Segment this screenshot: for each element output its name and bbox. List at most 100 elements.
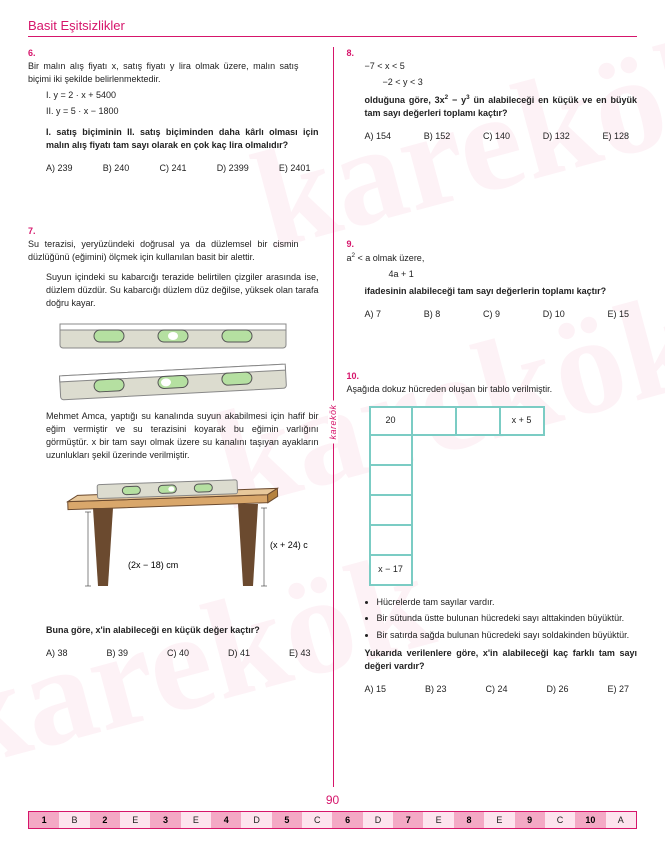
answer-num-1: 1 (29, 812, 59, 828)
answer-num-3: 3 (150, 812, 180, 828)
answer-num-7: 7 (393, 812, 423, 828)
answer-letter-1: B (59, 812, 89, 828)
q9-opt-c: C) 9 (483, 308, 500, 321)
answer-letter-6: D (363, 812, 393, 828)
q8-opt-d: D) 132 (543, 130, 570, 143)
q7-opt-d: D) 41 (228, 647, 250, 660)
answer-letter-9: C (545, 812, 575, 828)
q10-opt-b: B) 23 (425, 683, 447, 696)
answer-num-9: 9 (515, 812, 545, 828)
content-columns: karekök 6. Bir malın alış fiyatı x, satı… (28, 47, 637, 787)
q9-number: 9. (347, 238, 365, 251)
q10-b2: Bir sütunda üstte bulunan hücredeki sayı… (377, 612, 638, 625)
answer-num-10: 10 (575, 812, 605, 828)
q10-opt-d: D) 26 (546, 683, 568, 696)
q10-cell-tl: 20 (369, 406, 413, 436)
q10-bullets: Hücrelerde tam sayılar vardır. Bir sütun… (377, 596, 638, 642)
spirit-level-1 (58, 318, 288, 354)
q7-options: A) 38 B) 39 C) 40 D) 41 E) 43 (46, 647, 311, 660)
q9-opt-a: A) 7 (365, 308, 382, 321)
q7-label-left: (2x − 18) cm (128, 560, 178, 570)
answer-letter-3: E (181, 812, 211, 828)
q6-number: 6. (28, 47, 46, 60)
q8-options: A) 154 B) 152 C) 140 D) 132 E) 128 (365, 130, 630, 143)
q10-cell-c4 (369, 526, 413, 556)
q9-prompt: ifadesinin alabileceği tam sayı değerler… (365, 286, 607, 296)
q8-opt-c: C) 140 (483, 130, 510, 143)
answer-letter-5: C (302, 812, 332, 828)
q6-opt-e: E) 2401 (279, 162, 311, 175)
q7-opt-e: E) 43 (289, 647, 311, 660)
answer-letter-7: E (423, 812, 453, 828)
q9-opt-e: E) 15 (607, 308, 629, 321)
q6-opt-c: C) 241 (159, 162, 186, 175)
q10-cell-c3 (369, 496, 413, 526)
question-8: 8. −7 < x < 5 −2 < y < 3 olduğuna göre, … (347, 47, 638, 143)
channel-figure: (2x − 18) cm (x + 24) cm (38, 468, 308, 618)
q10-cell-c1 (369, 436, 413, 466)
q6-opt-d: D) 2399 (217, 162, 249, 175)
q10-cell-t3 (457, 406, 501, 436)
answer-letter-4: D (241, 812, 271, 828)
right-column: 8. −7 < x < 5 −2 < y < 3 olduğuna göre, … (333, 47, 638, 787)
answer-num-2: 2 (90, 812, 120, 828)
q8-number: 8. (347, 47, 365, 60)
answer-num-4: 4 (211, 812, 241, 828)
q6-prompt: I. satış biçiminin II. satış biçiminden … (46, 127, 319, 150)
answer-num-6: 6 (332, 812, 362, 828)
page-title: Basit Eşitsizlikler (28, 18, 637, 37)
q10-cell-t2 (413, 406, 457, 436)
q7-p2: Suyun içindeki su kabarcığı terazide bel… (46, 271, 319, 310)
q7-number: 7. (28, 225, 46, 238)
question-10: 10. Aşağıda dokuz hücreden oluşan bir ta… (347, 370, 638, 697)
q10-opt-e: E) 27 (607, 683, 629, 696)
left-column: 6. Bir malın alış fiyatı x, satış fiyatı… (28, 47, 333, 787)
q10-number: 10. (347, 370, 365, 383)
answer-num-5: 5 (272, 812, 302, 828)
question-6: 6. Bir malın alış fiyatı x, satış fiyatı… (28, 47, 319, 175)
q8-line2: −2 < y < 3 (365, 76, 638, 89)
q10-b3: Bir satırda sağda bulunan hücredeki sayı… (377, 629, 638, 642)
q7-opt-b: B) 39 (106, 647, 128, 660)
q8-opt-a: A) 154 (365, 130, 392, 143)
q6-options: A) 239 B) 240 C) 241 D) 2399 E) 2401 (46, 162, 311, 175)
q6-intro: Bir malın alış fiyatı x, satış fiyatı y … (28, 60, 299, 86)
q7-opt-a: A) 38 (46, 647, 68, 660)
question-9: 9. a2 < a olmak üzere, 4a + 1 ifadesinin… (347, 238, 638, 321)
q10-options: A) 15 B) 23 C) 24 D) 26 E) 27 (365, 683, 630, 696)
q7-label-right: (x + 24) cm (270, 540, 308, 550)
spirit-level-2 (58, 362, 288, 402)
q6-line1: I. y = 2 · x + 5400 (46, 89, 319, 102)
q7-p3: Mehmet Amca, yaptığı su kanalında suyun … (46, 410, 319, 462)
q9-opt-d: D) 10 (543, 308, 565, 321)
answer-letter-8: E (484, 812, 514, 828)
q9-opt-b: B) 8 (424, 308, 441, 321)
q7-prompt: Buna göre, x'in alabileceği en küçük değ… (46, 625, 260, 635)
answer-letter-10: A (606, 812, 636, 828)
q10-opt-a: A) 15 (365, 683, 387, 696)
q7-p1: Su terazisi, yeryüzündeki doğrusal ya da… (28, 238, 299, 264)
q8-opt-b: B) 152 (424, 130, 451, 143)
answer-num-8: 8 (454, 812, 484, 828)
q10-b1: Hücrelerde tam sayılar vardır. (377, 596, 638, 609)
q10-cell-bottom: x − 17 (369, 556, 413, 586)
page-number: 90 (28, 793, 637, 807)
answer-letter-2: E (120, 812, 150, 828)
q9-line1: a2 < a olmak üzere, (347, 251, 618, 265)
q7-opt-c: C) 40 (167, 647, 189, 660)
q10-intro: Aşağıda dokuz hücreden oluşan bir tablo … (347, 383, 618, 396)
question-7: 7. Su terazisi, yeryüzündeki doğrusal ya… (28, 225, 319, 660)
q8-line1: −7 < x < 5 (347, 60, 618, 73)
q6-line2: II. y = 5 · x − 1800 (46, 105, 319, 118)
q10-cell-c2 (369, 466, 413, 496)
q10-table: 20 x + 5 x − 17 (369, 406, 638, 586)
q8-prompt: olduğuna göre, 3x2 − y3 ün alabileceği e… (365, 95, 638, 118)
q9-line2: 4a + 1 (365, 268, 638, 281)
q9-options: A) 7 B) 8 C) 9 D) 10 E) 15 (365, 308, 630, 321)
q8-opt-e: E) 128 (602, 130, 629, 143)
q6-opt-a: A) 239 (46, 162, 73, 175)
q10-opt-c: C) 24 (485, 683, 507, 696)
q6-opt-b: B) 240 (103, 162, 130, 175)
q10-prompt: Yukarıda verilenlere göre, x'in alabilec… (365, 648, 638, 671)
q10-cell-tr: x + 5 (501, 406, 545, 436)
